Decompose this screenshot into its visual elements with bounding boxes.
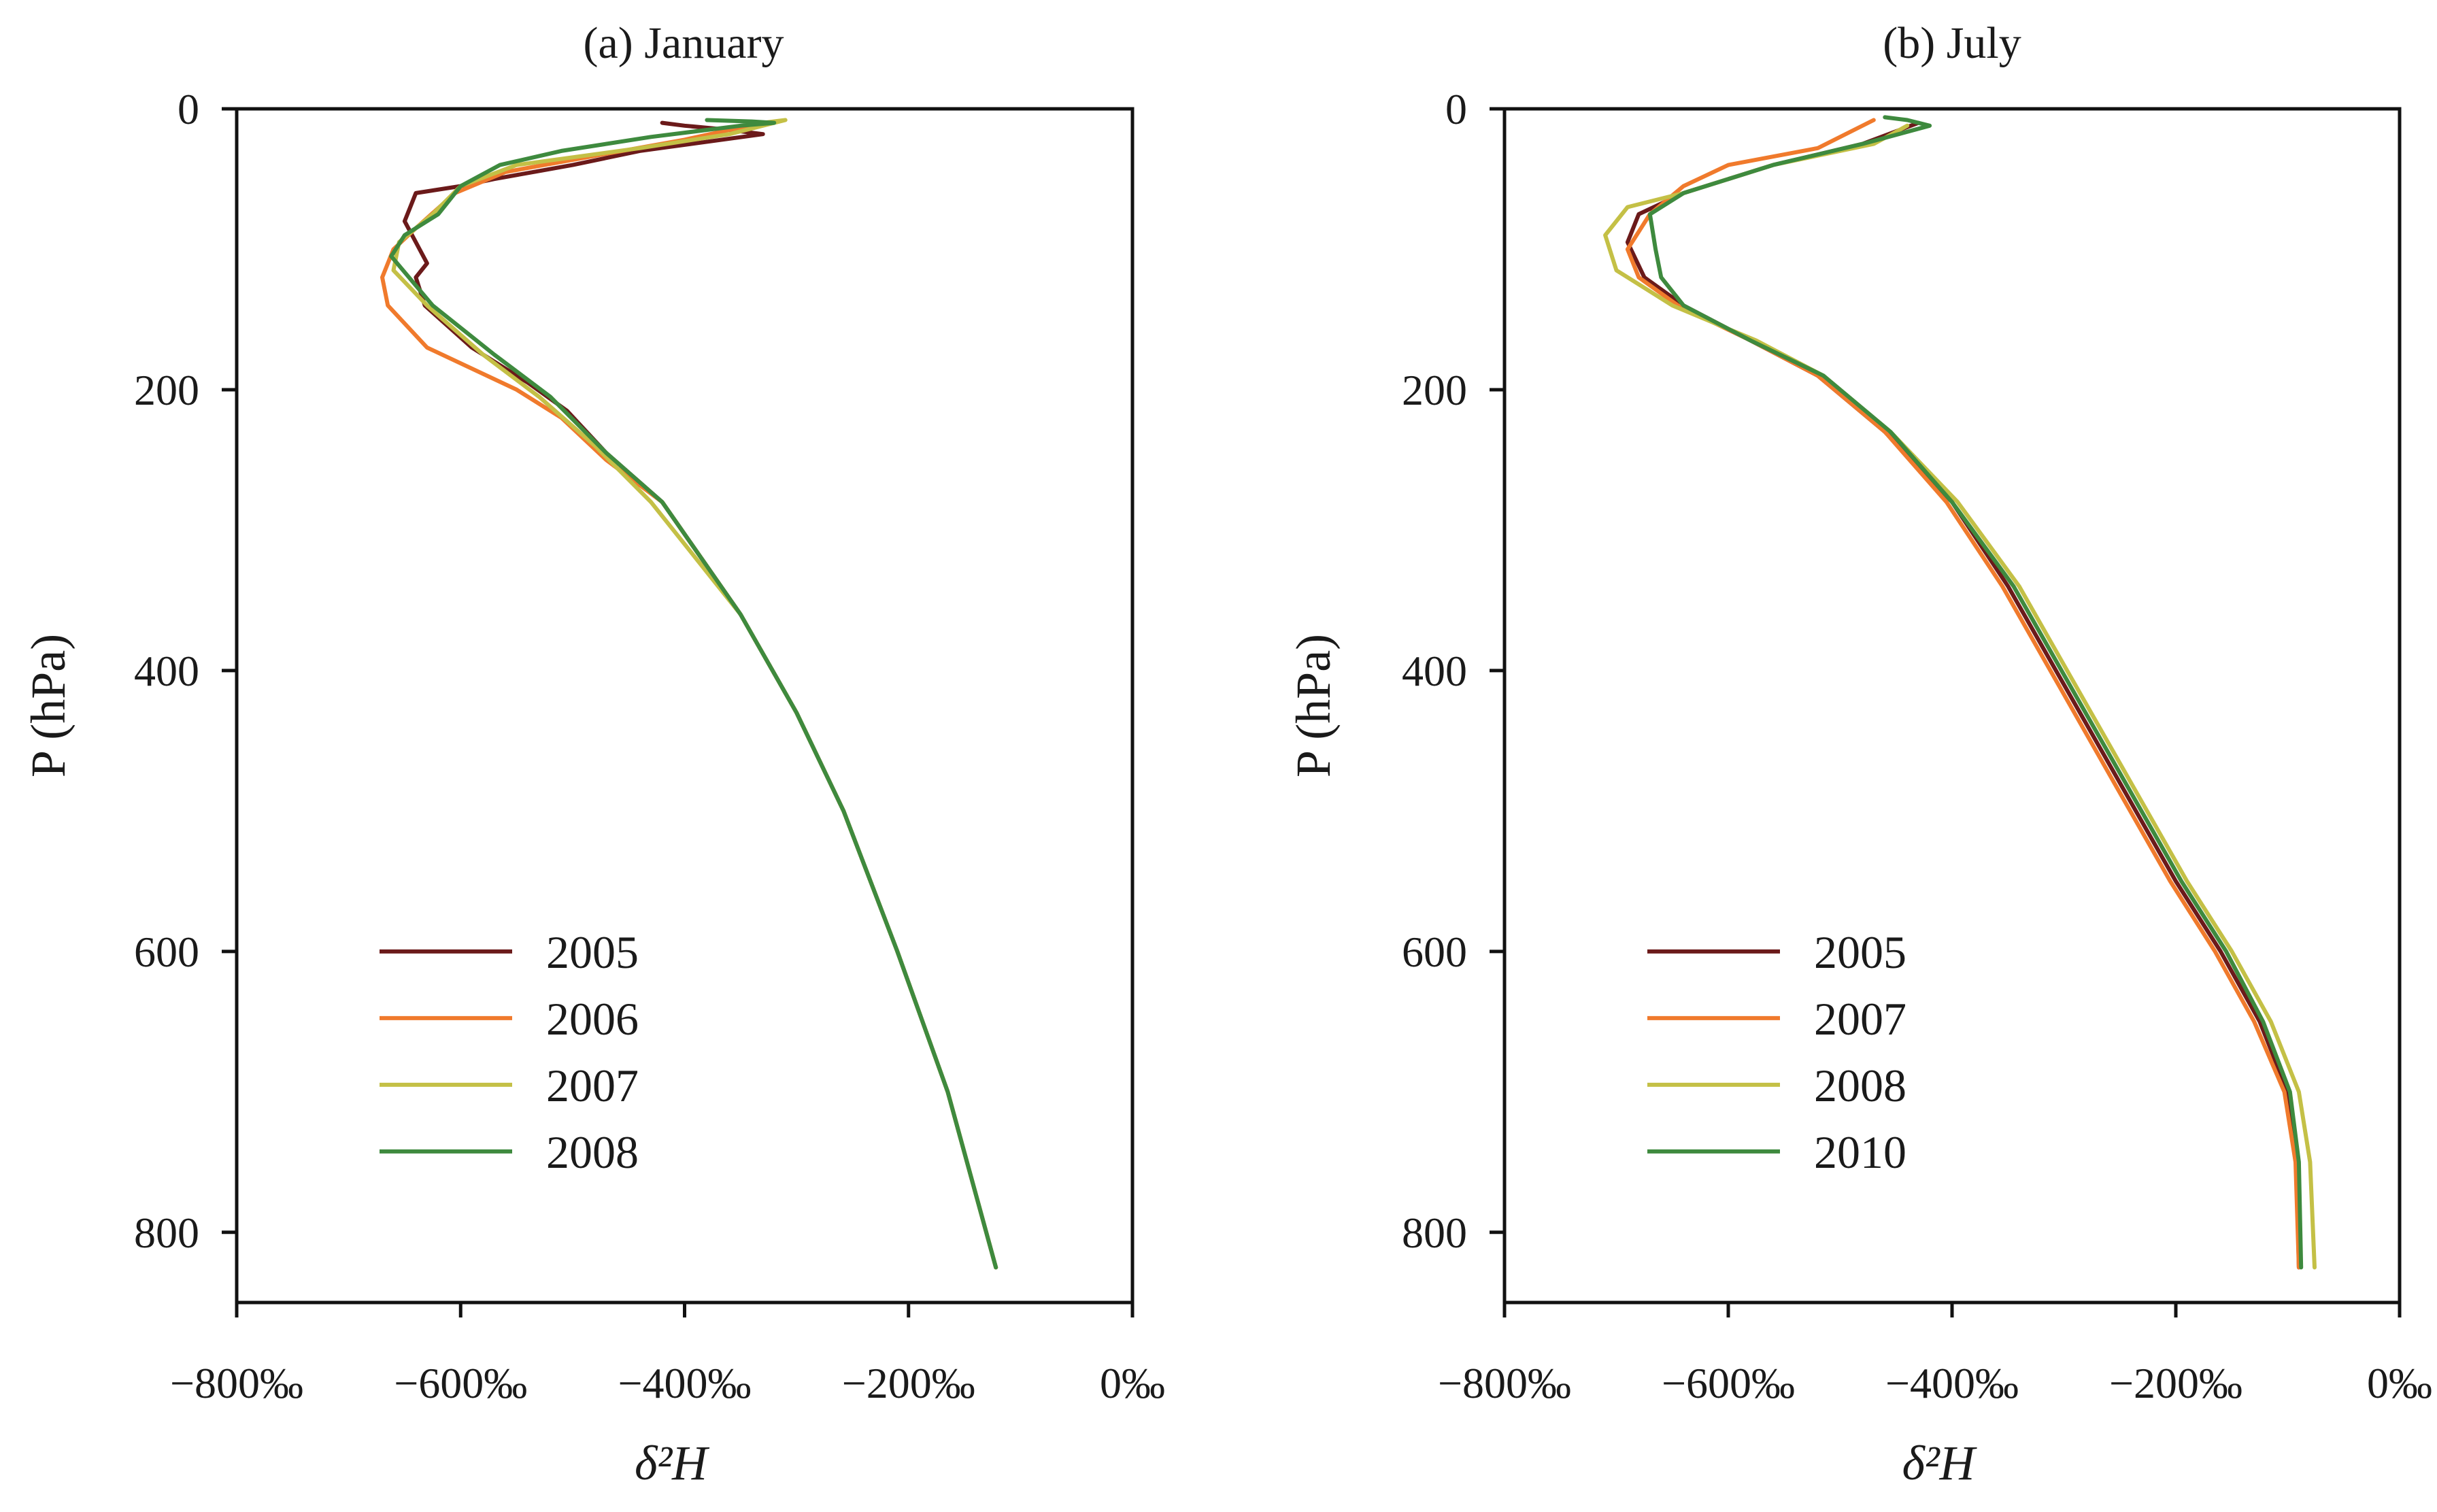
series-line-2008 xyxy=(389,118,998,1270)
plot-frame xyxy=(1502,107,2402,1305)
x-tick-label: −400‰ xyxy=(618,1359,751,1407)
y-axis-label: P (hPa) xyxy=(21,634,75,777)
y-tick-label: 400 xyxy=(1402,647,1467,695)
x-tick-label: −600‰ xyxy=(1662,1359,1795,1407)
x-tick-label: 0‰ xyxy=(1100,1359,1165,1407)
x-tick-label: −600‰ xyxy=(394,1359,527,1407)
x-tick-label: 0‰ xyxy=(2367,1359,2432,1407)
series-line-2008 xyxy=(1603,123,2317,1270)
panel-title: (b) July xyxy=(1883,18,2021,68)
x-tick-label: −800‰ xyxy=(170,1359,303,1407)
series-line-2010 xyxy=(1647,115,2304,1270)
x-tick-label: −200‰ xyxy=(2109,1359,2242,1407)
series-line-2007 xyxy=(1625,118,2301,1270)
legend-label: 2008 xyxy=(546,1126,639,1178)
x-tick-label: −400‰ xyxy=(1885,1359,2019,1407)
y-tick-label: 600 xyxy=(134,928,199,976)
panel-b: (b) July 0 200 400 600 800 −800‰ −600‰ −400‰ −200… xyxy=(1286,18,2432,1490)
series-line-2005 xyxy=(402,120,998,1270)
legend-label: 2005 xyxy=(1814,926,1906,978)
y-tick-label: 800 xyxy=(134,1209,199,1257)
legend-label: 2008 xyxy=(1814,1060,1906,1111)
plot-frame xyxy=(235,107,1135,1305)
panel-title: (a) January xyxy=(583,18,784,68)
series-line-2007 xyxy=(391,118,998,1270)
legend-label: 2006 xyxy=(546,993,639,1045)
legend-label: 2010 xyxy=(1814,1126,1906,1178)
x-axis-label: δ²H xyxy=(1902,1436,1977,1490)
x-axis-label: δ²H xyxy=(635,1436,710,1490)
y-tick-label: 200 xyxy=(134,366,199,414)
legend-label: 2007 xyxy=(1814,993,1906,1045)
y-tick-label: 0 xyxy=(178,85,199,133)
y-tick-label: 400 xyxy=(134,647,199,695)
series-line-2006 xyxy=(380,120,998,1270)
series-line-2005 xyxy=(1625,120,2301,1270)
y-tick-label: 0 xyxy=(1445,85,1467,133)
x-tick-label: −200‰ xyxy=(842,1359,975,1407)
y-tick-label: 800 xyxy=(1402,1209,1467,1257)
x-tick-label: −800‰ xyxy=(1438,1359,1571,1407)
legend-label: 2005 xyxy=(546,926,639,978)
y-tick-label: 200 xyxy=(1402,366,1467,414)
y-axis-label: P (hPa) xyxy=(1286,634,1341,777)
panel-a: (a) January 0 200 400 600 800 −800‰ −600‰ −400‰ −… xyxy=(21,18,1165,1490)
y-tick-label: 600 xyxy=(1402,928,1467,976)
legend-label: 2007 xyxy=(546,1060,639,1111)
